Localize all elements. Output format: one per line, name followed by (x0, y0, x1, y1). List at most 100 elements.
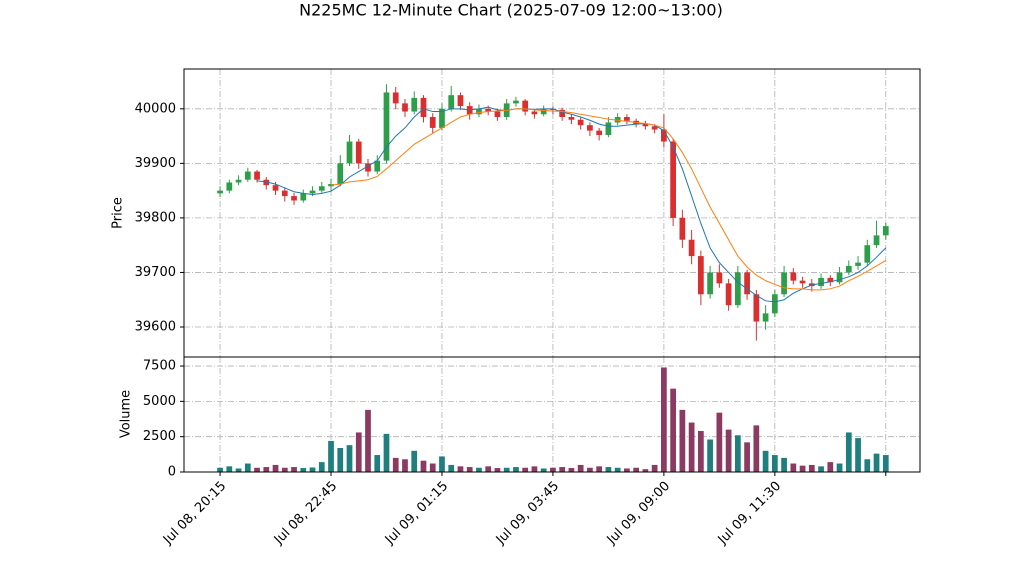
volume-bar (503, 467, 510, 472)
volume-bar (318, 462, 325, 472)
candle-body (624, 117, 630, 121)
volume-bar (799, 465, 806, 472)
volume-bar (864, 459, 871, 472)
y-tick-label: 39600 (135, 320, 176, 335)
volume-bar (540, 468, 547, 472)
candle-body (272, 185, 279, 191)
volume-bar (281, 467, 288, 472)
volume-bar (614, 467, 621, 472)
candle-body (577, 119, 584, 126)
y-tick-label: 40000 (135, 101, 176, 116)
candle-body (392, 92, 399, 104)
volume-bar (845, 432, 852, 472)
y-axis-label: Volume (119, 390, 134, 438)
volume-bar (697, 431, 704, 472)
candle-body (697, 256, 704, 295)
candle-body (725, 283, 732, 306)
y-tick-label: 39900 (135, 156, 176, 171)
volume-bar (642, 469, 649, 472)
volume-bar (818, 466, 824, 472)
candle-body (864, 245, 871, 263)
volume-bar (734, 435, 741, 472)
candle-body (836, 272, 843, 283)
candle-body (799, 280, 806, 284)
volume-bar (226, 466, 233, 472)
candle-body (226, 182, 233, 191)
candle-body (605, 122, 612, 135)
volume-bar (374, 455, 381, 472)
volume-bar (485, 466, 492, 472)
volume-bar (790, 463, 797, 472)
candle-body (439, 108, 445, 128)
candle-body (827, 277, 834, 283)
volume-bar (402, 459, 408, 472)
volume-bar (365, 409, 371, 472)
volume-bar (355, 432, 362, 472)
volume-bar (513, 467, 519, 472)
candle-body (642, 124, 649, 127)
volume-bar (254, 467, 260, 472)
candle-body (291, 196, 297, 201)
candle-body (661, 129, 667, 142)
volume-bar (309, 467, 316, 472)
candle-body (337, 163, 344, 185)
candle-body (744, 272, 750, 295)
candle-body (457, 95, 464, 107)
volume-bar (716, 412, 723, 472)
candle-body (513, 100, 519, 104)
candle-body (614, 117, 621, 123)
candle-body (411, 97, 418, 112)
volume-bar (392, 457, 399, 472)
moving-average (256, 106, 887, 303)
volume-bar (466, 467, 473, 472)
moving-average (330, 108, 887, 291)
volume-bar (771, 455, 778, 472)
volume-bar (263, 467, 270, 472)
volume-bar (762, 450, 769, 472)
candle-body (217, 190, 223, 194)
x-tick-label: Jul 09, 01:15 (382, 479, 451, 548)
candle-body (790, 272, 797, 281)
x-tick-label: Jul 09, 11:30 (715, 479, 784, 548)
volume-bar (568, 468, 575, 472)
volume-bar (670, 388, 676, 472)
candle-body (845, 265, 852, 273)
candle-body (485, 108, 492, 112)
volume-bar (661, 367, 667, 472)
candle-body (476, 108, 482, 115)
candle-body (818, 277, 824, 287)
chart-title: N225MC 12-Minute Chart (2025-07-09 12:00… (299, 1, 723, 20)
volume-bar (725, 429, 732, 472)
candle-body (855, 262, 861, 266)
candle-body (753, 294, 760, 322)
x-tick-label: Jul 09, 03:45 (493, 479, 562, 548)
candle-body (540, 108, 547, 115)
y-axis-label: Price (111, 197, 126, 229)
candle-body (281, 190, 288, 197)
volume-bar (346, 445, 353, 472)
candle-body (355, 141, 362, 164)
x-tick-label: Jul 08, 22:45 (271, 479, 340, 548)
candle-body (328, 184, 334, 187)
volume-bar (522, 467, 529, 472)
y-tick-label: 5000 (143, 394, 176, 409)
candle-body (531, 111, 538, 115)
volume-bar (494, 468, 501, 472)
candle-body (448, 95, 455, 109)
candle-body (707, 272, 713, 295)
volume-bar (753, 425, 760, 472)
volume-bar (439, 456, 445, 472)
candle-body (374, 160, 381, 172)
candle-body (882, 226, 889, 236)
candle-body (559, 109, 566, 117)
volume-bar (383, 433, 390, 472)
volume-bar (411, 450, 418, 472)
y-tick-label: 2500 (143, 429, 176, 444)
volume-bar (882, 455, 889, 472)
candle-body (383, 92, 390, 161)
candle-body (429, 117, 436, 128)
volume-bar (651, 464, 658, 472)
candle-body (568, 117, 575, 120)
volume-bar (587, 467, 593, 472)
x-tick-label: Jul 08, 20:15 (160, 479, 229, 548)
